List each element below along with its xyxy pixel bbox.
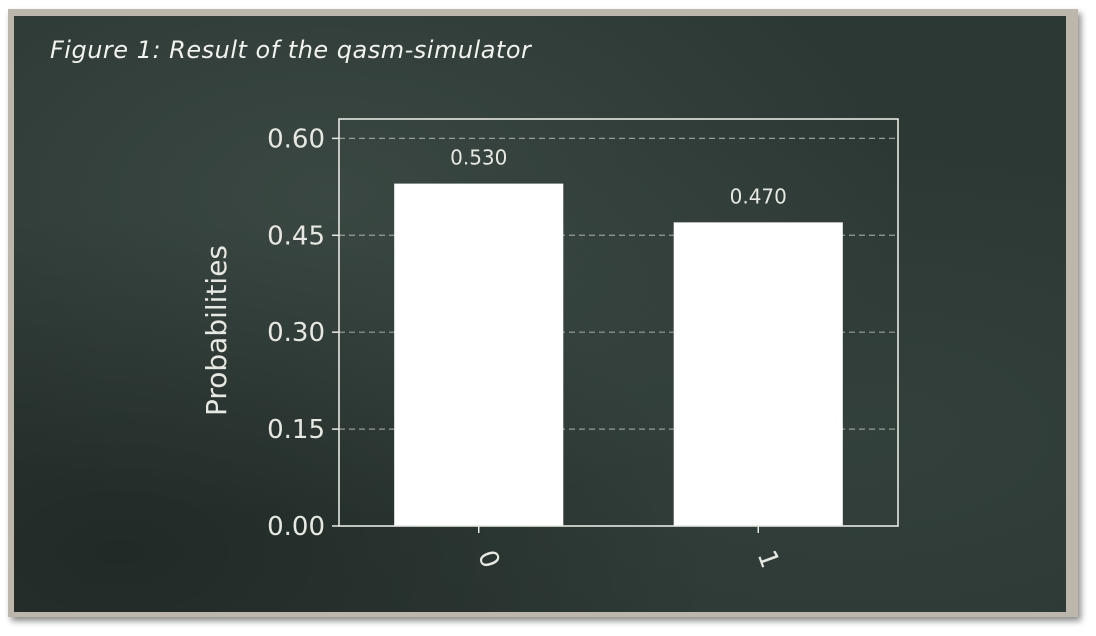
y-tick-label: 0.00: [267, 512, 325, 542]
plot-frame: [338, 118, 899, 527]
x-tick-label: 0: [471, 546, 505, 572]
bars: [394, 183, 843, 526]
y-tick-label: 0.30: [267, 318, 325, 348]
bar: [673, 222, 843, 526]
labels: 0.00 0.15 0.30 0.45 0.60 0.530 0 0.470 1 Probabil…: [200, 124, 787, 572]
axes: [332, 118, 899, 533]
y-tick-label: 0.15: [267, 415, 325, 445]
y-tick-label: 0.60: [267, 124, 325, 154]
y-axis-title: Probabilities: [200, 245, 233, 416]
x-tick-label: 1: [751, 546, 785, 572]
bar-value-label: 0.470: [730, 184, 787, 208]
figure-title: Figure 1: Result of the qasm-simulator: [50, 36, 532, 64]
bar-value-label: 0.530: [450, 146, 507, 170]
y-tick-label: 0.45: [267, 221, 325, 251]
bar: [394, 183, 564, 526]
